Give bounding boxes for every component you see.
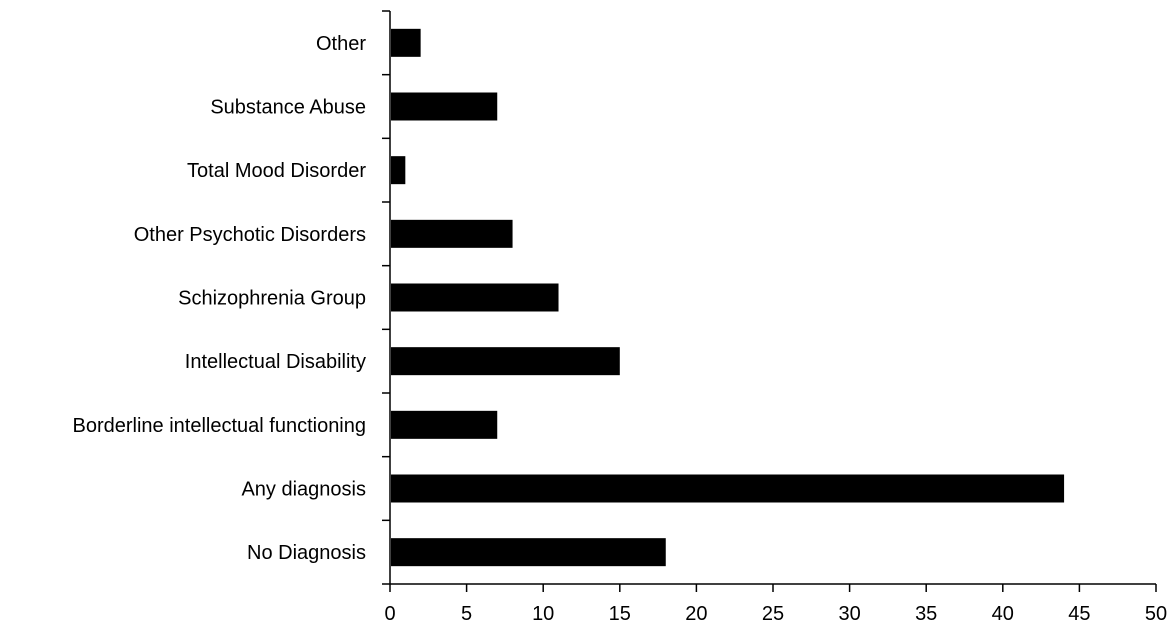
x-tick-label: 40 [992, 603, 1014, 625]
category-label: No Diagnosis [247, 542, 366, 564]
bars-group [391, 28, 1065, 567]
x-tick-label: 25 [762, 603, 784, 625]
x-tick-label: 15 [609, 603, 631, 625]
x-tick-label: 10 [532, 603, 554, 625]
category-label: Other [316, 33, 366, 55]
x-tick-label: 50 [1145, 603, 1167, 625]
bar-total-mood-disorder [391, 156, 406, 185]
bar-borderline-intellectual-functioning [391, 410, 498, 439]
x-tick-label: 45 [1068, 603, 1090, 625]
bar-schizophrenia-group [391, 283, 559, 312]
bar-no-diagnosis [391, 538, 666, 567]
category-label: Total Mood Disorder [187, 160, 366, 182]
x-tick-label: 20 [685, 603, 707, 625]
bar-substance-abuse [391, 92, 498, 121]
bar-any-diagnosis [391, 474, 1065, 503]
x-tick-label: 0 [384, 603, 395, 625]
bar-intellectual-disability [391, 347, 620, 376]
category-label: Schizophrenia Group [178, 288, 366, 310]
category-label: Borderline intellectual functioning [72, 415, 366, 437]
category-label: Intellectual Disability [185, 351, 366, 373]
category-label: Substance Abuse [210, 97, 366, 119]
bar-other-psychotic-disorders [391, 219, 513, 248]
x-tick-label: 5 [461, 603, 472, 625]
y-axis: No Diagnosis Any diagnosis Borderline inte… [72, 10, 391, 585]
category-label: Any diagnosis [241, 479, 366, 501]
bar-other [391, 28, 421, 57]
x-tick-label: 35 [915, 603, 937, 625]
x-axis: 0 5 10 15 20 25 30 35 40 45 50 [384, 583, 1167, 625]
x-tick-label: 30 [838, 603, 860, 625]
category-label: Other Psychotic Disorders [134, 224, 366, 246]
